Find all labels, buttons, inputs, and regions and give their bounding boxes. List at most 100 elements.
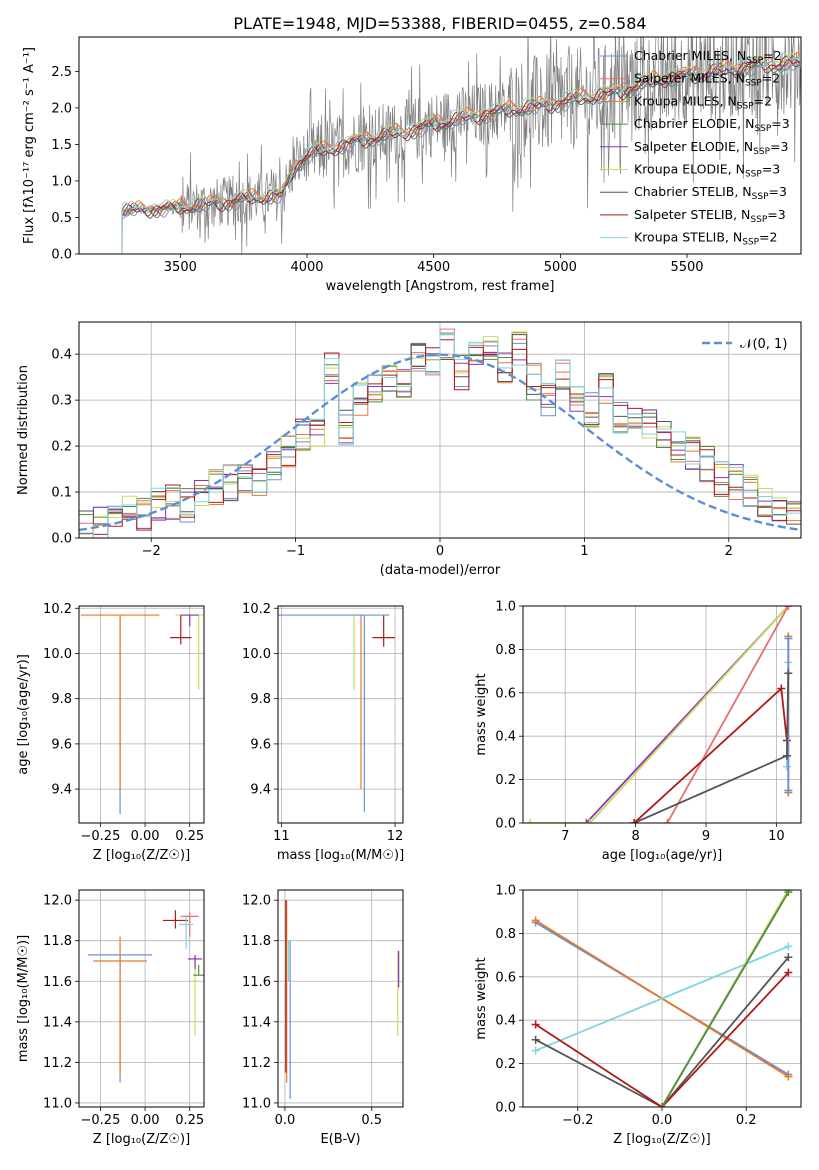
y-tick-label: 11.2	[43, 1056, 72, 1071]
y-tick-label: 0.5	[51, 211, 72, 226]
normal-reference-curve	[79, 353, 801, 532]
chart-massweight_vs_age: 7 8 9 10 0.0 0.2 0.4 0.6 0.8 1.0 age [log₁₀(age/yr…	[474, 600, 802, 863]
y-tick-label: 10.2	[43, 602, 72, 617]
x-tick-label: 10	[768, 829, 785, 844]
legend-entry-tail: =2	[762, 71, 780, 86]
legend-entry-main: Salpeter MILES, N	[634, 71, 745, 86]
x-axis-label: wavelength [Angstrom, rest frame]	[326, 279, 555, 294]
legend-entry-tail: =3	[771, 116, 789, 131]
y-tick-label: 0.8	[495, 643, 516, 658]
x-tick-label: 5500	[670, 260, 703, 275]
plot-area	[285, 900, 400, 1099]
mass-weight-marker	[531, 916, 540, 925]
y-tick-label: 1.0	[51, 174, 72, 189]
y-tick-label: 0.0	[51, 248, 72, 263]
legend-entry: 𝒩(0, 1)	[740, 337, 787, 352]
x-tick-label: 0.0	[275, 1113, 296, 1128]
legend-entry-tail: =3	[770, 139, 788, 154]
legend-entry-tail: =3	[767, 207, 785, 222]
x-tick-label: 1	[580, 544, 588, 559]
y-tick-label: 0.0	[51, 532, 72, 547]
plot-area	[526, 606, 793, 823]
spectrum-model-line	[121, 58, 801, 254]
mass-weight-line	[786, 673, 790, 756]
legend-entry-tail: =3	[769, 184, 787, 199]
histogram-step-line	[79, 334, 801, 538]
y-tick-label: 0.4	[495, 730, 516, 745]
x-tick-label: 0.25	[175, 1113, 204, 1128]
y-tick-label: 9.6	[250, 737, 271, 752]
chart-residuals: −2 −1 0 1 2 0.0 0.1 0.2 0.3 0.4 (data-model)/error…	[16, 321, 802, 578]
chart-mass_vs_Z: −0.25 0.00 0.25 11.0 11.2 11.4 11.6 11.8 12.0 Z […	[16, 889, 205, 1147]
plot-area	[87, 910, 204, 1083]
y-tick-label: 2.0	[51, 101, 72, 116]
legend-entry-sub: SSP	[750, 215, 767, 225]
legend-entry: Kroupa STELIB, NSSP=2	[634, 230, 778, 248]
plot-area	[278, 614, 396, 812]
x-tick-label: −1	[286, 544, 305, 559]
x-axis-label: Z [log₁₀(Z/Z☉)]	[613, 1132, 710, 1147]
legend-entry: Salpeter MILES, NSSP=2	[634, 71, 780, 89]
plot-area	[80, 614, 204, 814]
y-tick-label: 11.8	[43, 934, 72, 949]
y-tick-label: 0.4	[495, 1014, 516, 1029]
plot-area	[79, 328, 801, 538]
legend-entry-sub: SSP	[745, 170, 762, 180]
y-tick-label: 11.4	[43, 1015, 72, 1030]
mass-weight-line	[535, 971, 790, 1107]
x-tick-label: 0.00	[131, 829, 160, 844]
y-axis-label: mass weight	[474, 957, 489, 1039]
axes-layer: 3500 4000 4500 5000 5500 0.0 0.5 1.0 1.5 2.0 2.5 wa…	[16, 36, 802, 1147]
y-tick-label: 12.0	[43, 894, 72, 909]
y-tick-label: 11.0	[242, 1096, 271, 1111]
mass-weight-marker	[630, 819, 639, 823]
mass-weight-marker	[784, 968, 793, 977]
x-tick-label: 11	[273, 829, 290, 844]
legend-entry-main: Kroupa ELODIE, N	[634, 162, 745, 177]
y-tick-label: 9.8	[51, 692, 72, 707]
legend-entry-tail: =2	[763, 48, 781, 63]
x-tick-label: −2	[142, 544, 161, 559]
mass-weight-line	[633, 686, 788, 823]
x-tick-label: 0	[436, 544, 444, 559]
x-tick-label: 0.2	[736, 1113, 757, 1128]
x-tick-label: 0.0	[652, 1113, 673, 1128]
y-tick-label: 0.8	[495, 927, 516, 942]
y-tick-label: 0.1	[51, 486, 72, 501]
x-tick-label: 4500	[417, 260, 450, 275]
legend-entry-main: Chabrier ELODIE, N	[634, 116, 754, 131]
plot-area	[531, 890, 793, 1107]
y-tick-label: 10.0	[43, 647, 72, 662]
y-axis-label: age [log₁₀(age/yr)]	[16, 654, 31, 775]
y-axis-label: mass [log₁₀(M/M☉)]	[16, 935, 31, 1062]
legend-entry-sub: SSP	[752, 192, 769, 202]
plot-area	[121, 37, 801, 254]
mass-weight-marker	[784, 634, 793, 643]
chart-spectrum: 3500 4000 4500 5000 5500 0.0 0.5 1.0 1.5 2.0 2.5 wa…	[22, 36, 802, 294]
x-axis-label: mass [log₁₀(M/M☉)]	[277, 848, 404, 863]
x-axis-label: (data-model)/error	[380, 563, 501, 578]
mass-weight-marker	[784, 953, 793, 962]
x-axis-label: E(B-V)	[320, 1132, 360, 1147]
y-tick-label: 0.6	[495, 686, 516, 701]
x-tick-label: 12	[387, 829, 404, 844]
x-tick-label: −0.25	[81, 829, 121, 844]
x-tick-label: 8	[631, 829, 639, 844]
y-tick-label: 0.2	[51, 440, 72, 455]
y-tick-label: 11.6	[242, 975, 271, 990]
mass-weight-marker	[531, 1020, 540, 1029]
mass-weight-marker	[784, 606, 793, 610]
legend-entry-sub: SSP	[742, 238, 759, 248]
mass-weight-line	[633, 754, 788, 823]
x-axis-label: age [log₁₀(age/yr)]	[602, 848, 723, 863]
legend-entry-sub: SSP	[754, 124, 771, 134]
mass-weight-marker	[658, 1103, 666, 1107]
x-tick-label: 0.00	[131, 1113, 160, 1128]
x-tick-label: −0.25	[81, 1113, 121, 1128]
x-tick-label: 0.5	[361, 1113, 382, 1128]
y-tick-label: 11.4	[242, 1015, 271, 1030]
legend-entry-sub: SSP	[746, 56, 763, 66]
legend-entry-tail: =3	[762, 162, 780, 177]
legend-entry-main: Chabrier MILES, N	[634, 48, 746, 63]
